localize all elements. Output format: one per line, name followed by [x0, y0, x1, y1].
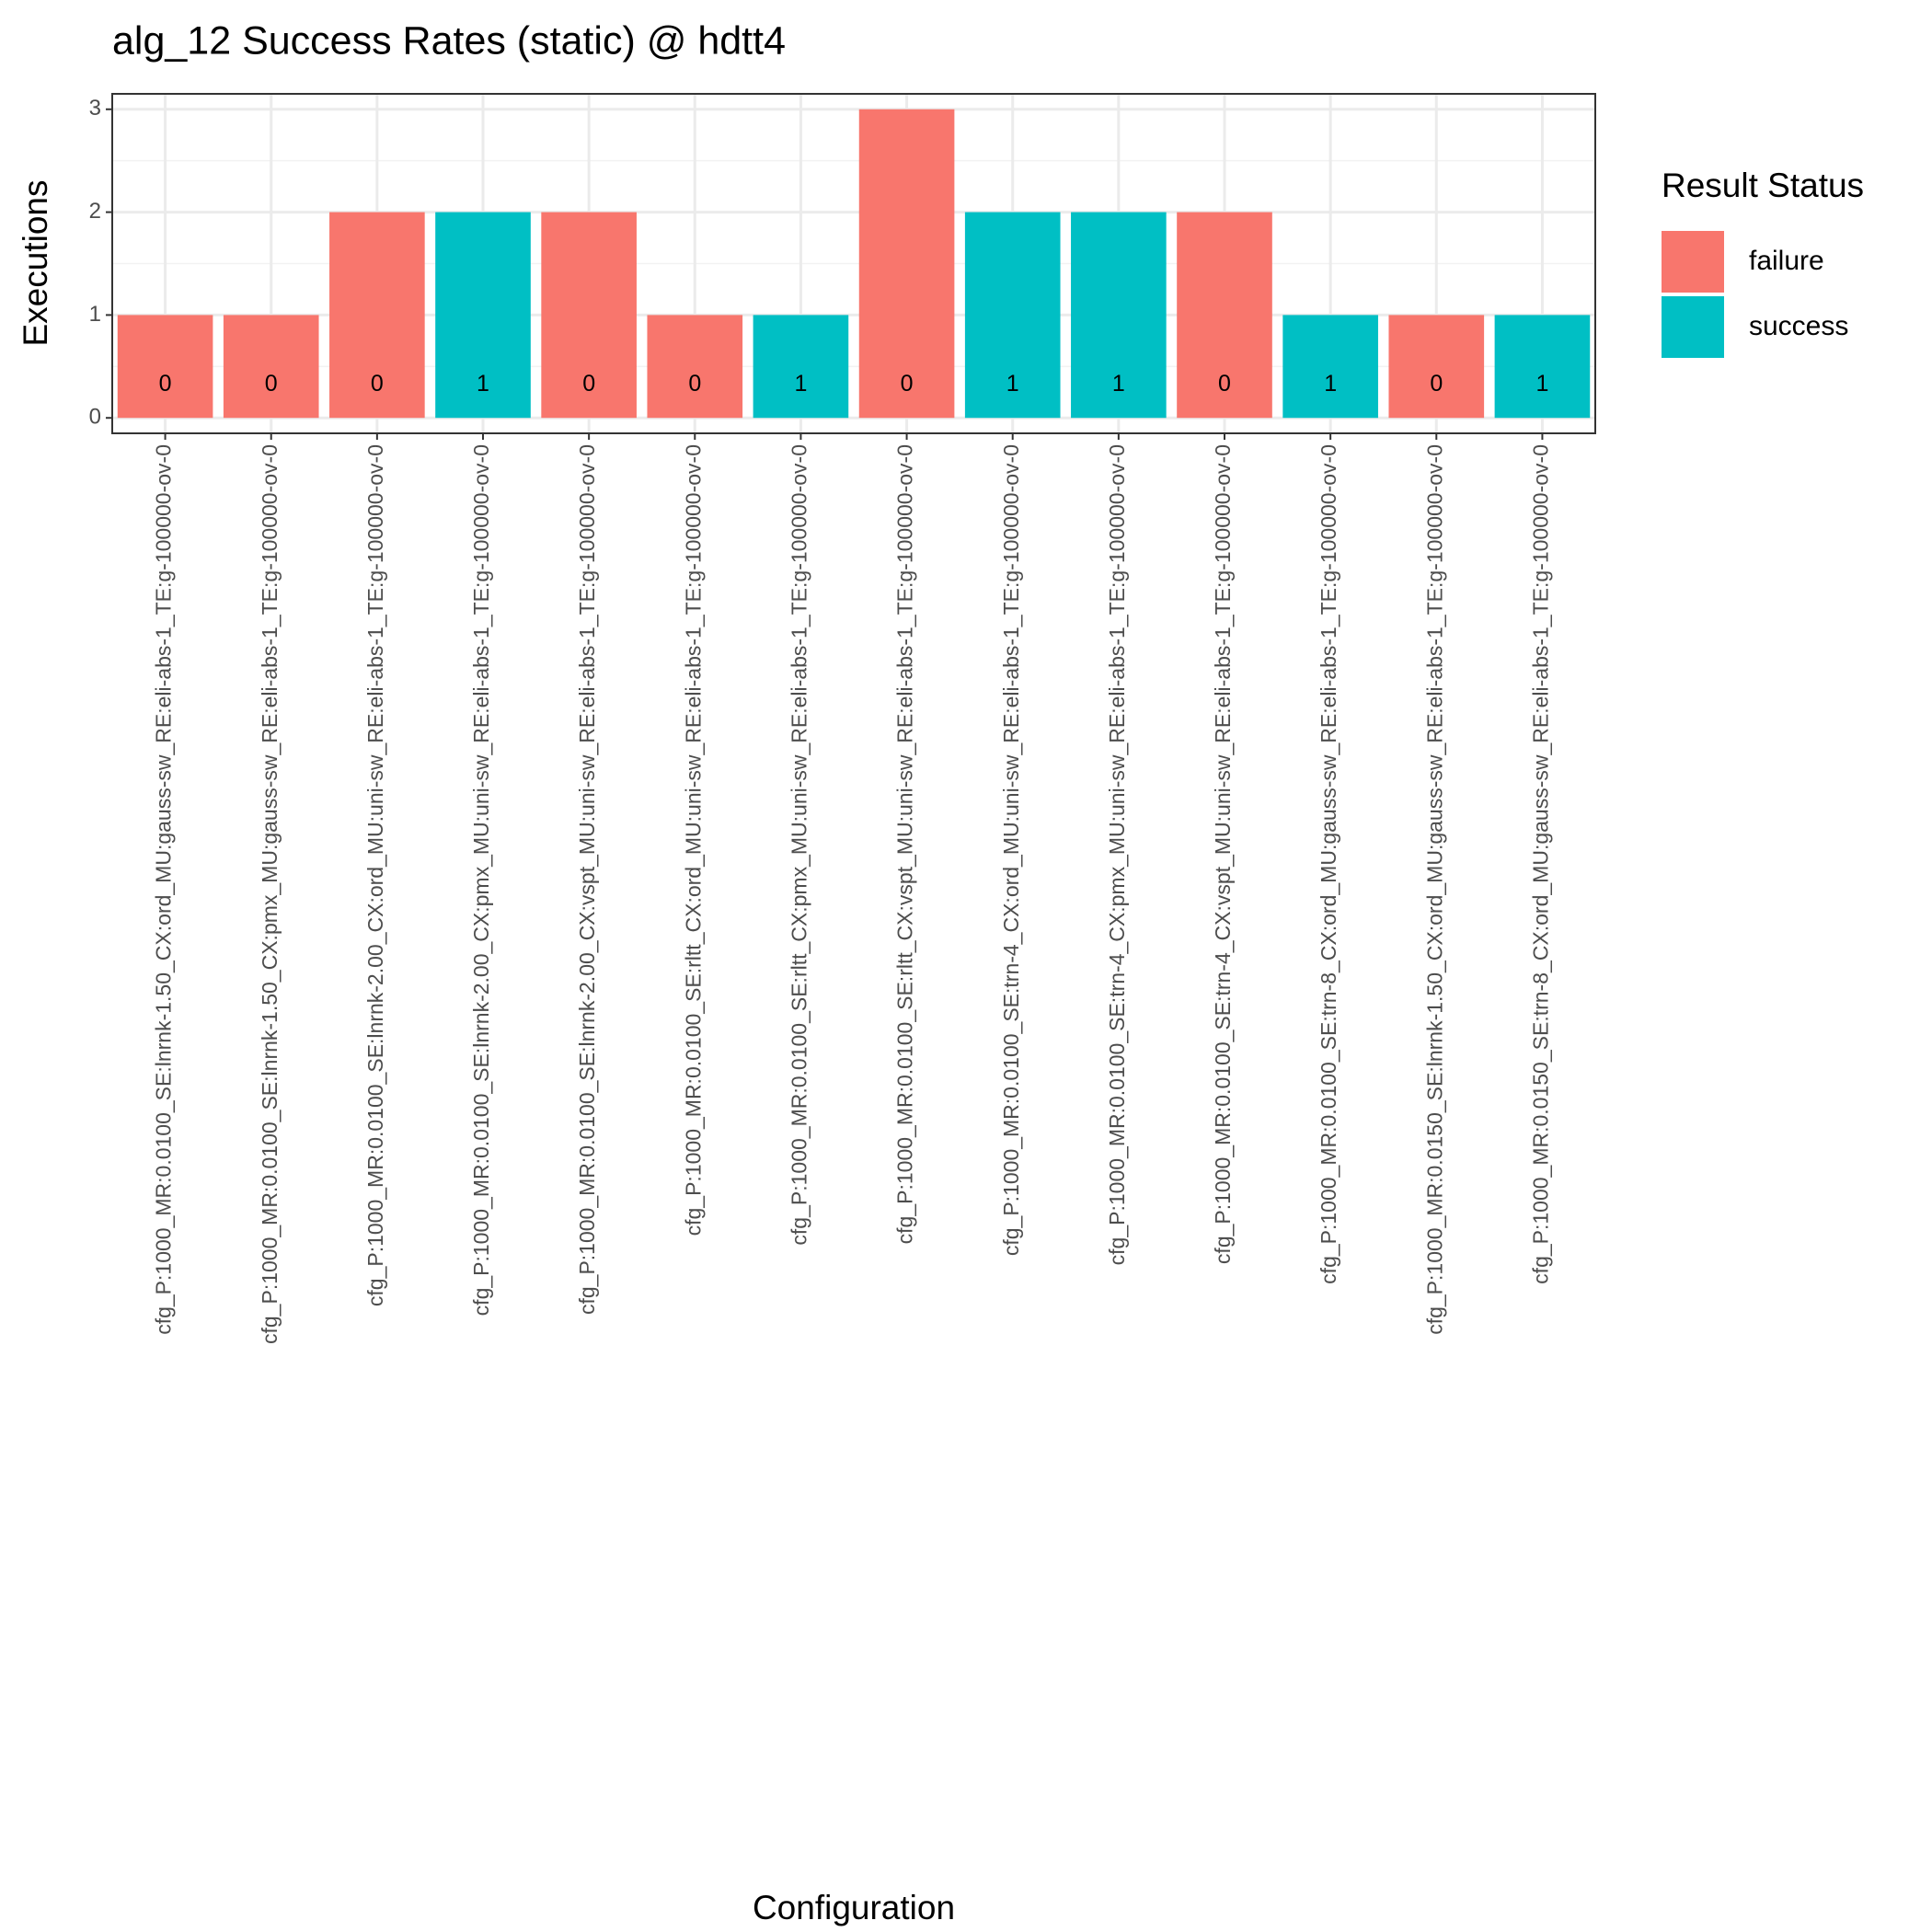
x-tick-label: cfg_P:1000_MR:0.0100_SE:lnrnk-2.00_CX:pm… — [469, 444, 493, 1316]
bar-label: 1 — [1324, 371, 1337, 397]
bar-label: 0 — [371, 371, 384, 397]
bar-label: 0 — [901, 371, 914, 397]
x-tick-label: cfg_P:1000_MR:0.0100_SE:lnrnk-1.50_CX:pm… — [258, 444, 282, 1344]
x-tick-label: cfg_P:1000_MR:0.0150_SE:trn-8_CX:ord_MU:… — [1529, 444, 1553, 1284]
bar-label: 1 — [794, 371, 807, 397]
bar-label: 1 — [477, 371, 489, 397]
x-tick-label: cfg_P:1000_MR:0.0100_SE:rltt_CX:ord_MU:u… — [681, 444, 705, 1236]
bar-label: 0 — [1430, 371, 1443, 397]
bar — [647, 315, 743, 419]
bar-label: 0 — [582, 371, 595, 397]
y-tick-label: 3 — [89, 96, 101, 121]
y-axis-title: Executions — [17, 180, 54, 347]
bar — [1282, 315, 1378, 419]
y-tick-label: 2 — [89, 199, 101, 224]
bar — [117, 315, 213, 419]
x-axis-title: Configuration — [753, 1889, 955, 1926]
chart-title: alg_12 Success Rates (static) @ hdtt4 — [112, 18, 786, 63]
legend-key — [1662, 296, 1724, 358]
bar — [964, 212, 1061, 419]
bar — [1494, 315, 1591, 419]
bar-label: 1 — [1006, 371, 1019, 397]
bar — [753, 315, 849, 419]
legend-key — [1662, 231, 1724, 293]
x-tick-label: cfg_P:1000_MR:0.0100_SE:trn-4_CX:vspt_MU… — [1211, 444, 1235, 1264]
bar — [858, 109, 955, 419]
x-tick-label: cfg_P:1000_MR:0.0100_SE:trn-4_CX:ord_MU:… — [999, 444, 1023, 1256]
bar — [1177, 212, 1272, 419]
bar — [223, 315, 319, 419]
bar-label: 0 — [265, 371, 278, 397]
bar-label: 0 — [688, 371, 701, 397]
legend-label: failure — [1749, 246, 1824, 276]
x-tick-label: cfg_P:1000_MR:0.0100_SE:lnrnk-2.00_CX:or… — [363, 444, 387, 1306]
bar — [435, 212, 531, 419]
x-tick-label: cfg_P:1000_MR:0.0100_SE:trn-4_CX:pmx_MU:… — [1105, 444, 1129, 1265]
bar-label: 0 — [1218, 371, 1231, 397]
x-tick-label: cfg_P:1000_MR:0.0100_SE:rltt_CX:pmx_MU:u… — [788, 444, 811, 1246]
x-tick-label: cfg_P:1000_MR:0.0100_SE:lnrnk-1.50_CX:or… — [152, 444, 176, 1335]
legend-title: Result Status — [1662, 167, 1864, 204]
x-tick-label: cfg_P:1000_MR:0.0100_SE:rltt_CX:vspt_MU:… — [893, 444, 917, 1244]
bar — [541, 212, 637, 419]
panel-border — [111, 93, 1596, 434]
bar-label: 0 — [159, 371, 172, 397]
y-tick-label: 0 — [89, 405, 101, 430]
bar — [1071, 212, 1167, 419]
legend-label: success — [1749, 311, 1848, 341]
x-tick-label: cfg_P:1000_MR:0.0100_SE:lnrnk-2.00_CX:vs… — [575, 444, 599, 1315]
x-tick-label: cfg_P:1000_MR:0.0100_SE:trn-8_CX:ord_MU:… — [1317, 444, 1340, 1284]
bar-label: 1 — [1535, 371, 1548, 397]
x-tick-label: cfg_P:1000_MR:0.0150_SE:lnrnk-1.50_CX:or… — [1422, 444, 1446, 1335]
bar-label: 1 — [1112, 371, 1125, 397]
y-tick-label: 1 — [89, 302, 101, 327]
bar — [329, 212, 425, 419]
bar — [1388, 315, 1485, 419]
